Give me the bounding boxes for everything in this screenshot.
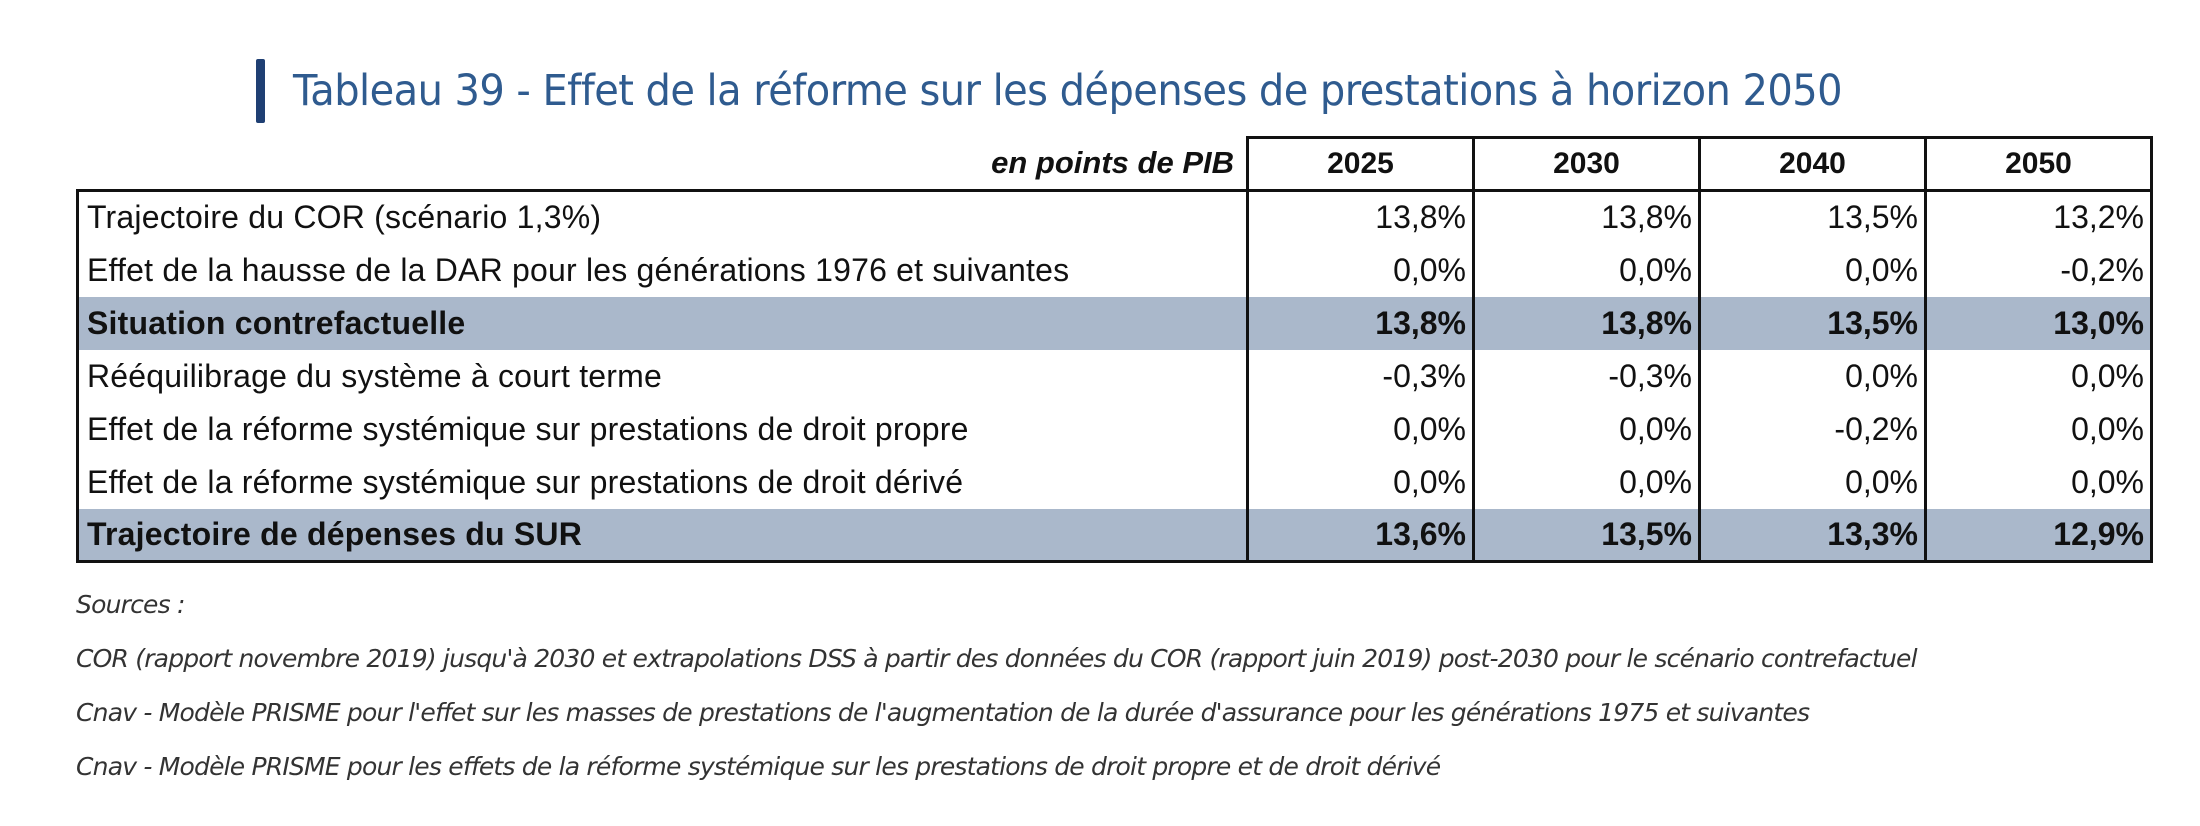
table-row: Effet de la hausse de la DAR pour les gé…: [76, 243, 2153, 297]
column-header-2025: 2025: [1246, 136, 1475, 192]
column-header-2050: 2050: [1924, 136, 2153, 192]
cell-2040: 0,0%: [1698, 455, 1927, 509]
cell-2025: 13,8%: [1246, 296, 1475, 350]
source-line: Cnav - Modèle PRISME pour l'effet sur le…: [76, 698, 1810, 727]
cell-2025: 0,0%: [1246, 243, 1475, 297]
table-row: Effet de la réforme systémique sur prest…: [76, 402, 2153, 456]
cell-2040: 0,0%: [1698, 349, 1927, 403]
row-label: Trajectoire du COR (scénario 1,3%): [76, 190, 1249, 244]
cell-2025: 13,6%: [1246, 508, 1475, 563]
cell-2050: 0,0%: [1924, 349, 2153, 403]
cell-2030: 13,8%: [1472, 296, 1701, 350]
table-row: Rééquilibrage du système à court terme -0…: [76, 349, 2153, 403]
cell-2040: 13,3%: [1698, 508, 1927, 563]
unit-label: en points de PIB: [77, 137, 1248, 192]
source-line: COR (rapport novembre 2019) jusqu'à 2030…: [76, 644, 1918, 673]
cell-2050: 13,0%: [1924, 296, 2153, 350]
title-text: Tableau 39 - Effet de la réforme sur les…: [293, 66, 1843, 116]
cell-2050: 13,2%: [1924, 190, 2153, 244]
row-label: Situation contrefactuelle: [76, 296, 1249, 350]
cell-2030: -0,3%: [1472, 349, 1701, 403]
data-table: en points de PIB 2025 2030 2040 2050 Tra…: [76, 136, 2153, 563]
title-accent-bar: [256, 59, 265, 123]
cell-2025: 0,0%: [1246, 402, 1475, 456]
header-row: en points de PIB 2025 2030 2040 2050: [77, 136, 2153, 192]
table-row: Trajectoire du COR (scénario 1,3%) 13,8% 1…: [76, 190, 2153, 244]
cell-2030: 0,0%: [1472, 402, 1701, 456]
table-title: Tableau 39 - Effet de la réforme sur les…: [256, 58, 1959, 124]
cell-2040: 13,5%: [1698, 296, 1927, 350]
cell-2050: -0,2%: [1924, 243, 2153, 297]
column-header-2030: 2030: [1472, 136, 1701, 192]
cell-2030: 13,5%: [1472, 508, 1701, 563]
cell-2050: 0,0%: [1924, 455, 2153, 509]
sources-block: Sources : COR (rapport novembre 2019) ju…: [76, 585, 1918, 801]
cell-2040: -0,2%: [1698, 402, 1927, 456]
cell-2040: 13,5%: [1698, 190, 1927, 244]
source-line: Cnav - Modèle PRISME pour les effets de …: [76, 752, 1441, 781]
row-label: Rééquilibrage du système à court terme: [76, 349, 1249, 403]
table-row-highlighted: Situation contrefactuelle 13,8% 13,8% 13,5%…: [76, 296, 2153, 350]
column-header-2040: 2040: [1698, 136, 1927, 192]
cell-2030: 13,8%: [1472, 190, 1701, 244]
sources-heading: Sources :: [76, 590, 185, 619]
row-label: Trajectoire de dépenses du SUR: [76, 508, 1249, 563]
cell-2040: 0,0%: [1698, 243, 1927, 297]
cell-2050: 0,0%: [1924, 402, 2153, 456]
cell-2050: 12,9%: [1924, 508, 2153, 563]
cell-2025: 13,8%: [1246, 190, 1475, 244]
cell-2030: 0,0%: [1472, 455, 1701, 509]
cell-2030: 0,0%: [1472, 243, 1701, 297]
row-label: Effet de la réforme systémique sur prest…: [76, 455, 1249, 509]
cell-2025: 0,0%: [1246, 455, 1475, 509]
row-label: Effet de la réforme systémique sur prest…: [76, 402, 1249, 456]
row-label: Effet de la hausse de la DAR pour les gé…: [76, 243, 1249, 297]
cell-2025: -0,3%: [1246, 349, 1475, 403]
table-row-highlighted: Trajectoire de dépenses du SUR 13,6% 13,5%…: [76, 508, 2153, 563]
table-row: Effet de la réforme systémique sur prest…: [76, 455, 2153, 509]
